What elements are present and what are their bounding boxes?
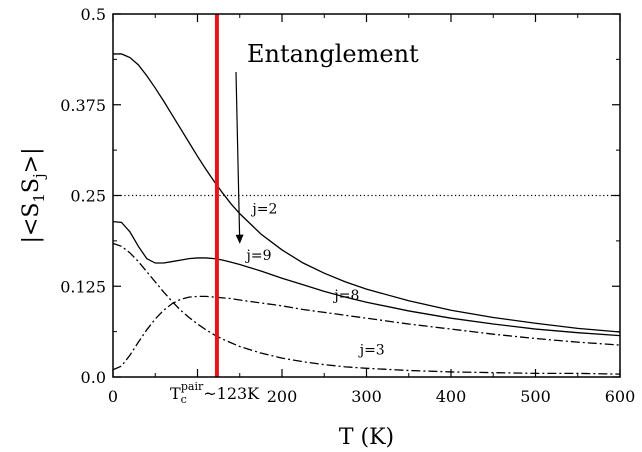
tc-label-sup: pair xyxy=(181,380,204,393)
y-tick-label: 0.375 xyxy=(60,96,106,115)
x-tick-label: 600 xyxy=(605,387,636,406)
axes: 0 200 300 400 500 600 0.0 0.125 0.25 0.375 0.5 xyxy=(60,5,635,406)
series-label-j8: j=8 xyxy=(332,288,359,304)
series-line-j8 xyxy=(112,295,621,371)
annotation-arrow xyxy=(235,71,244,244)
y-axis-label: |<S1Sj>| xyxy=(19,147,48,243)
series-label-j9: j=9 xyxy=(245,248,272,264)
y-axis-label-mid: S xyxy=(19,178,44,193)
critical-temperature-label: Tcpair~123K xyxy=(170,380,260,406)
x-axis-label: T (K) xyxy=(339,425,394,450)
series-label-j3: j=3 xyxy=(358,342,385,358)
tc-label-sub: c xyxy=(181,393,187,406)
x-tick-label: 500 xyxy=(520,387,551,406)
x-tick-label: 400 xyxy=(436,387,467,406)
series-line-j3 xyxy=(112,242,621,375)
tc-label-main: T xyxy=(170,384,181,403)
y-tick-label: 0.25 xyxy=(70,187,106,206)
y-axis-label-main: |<S xyxy=(19,203,44,244)
series-line-j2 xyxy=(113,53,621,333)
tc-label-rest: ~123K xyxy=(203,384,260,403)
x-tick-label: 200 xyxy=(267,387,298,406)
y-tick-label: 0.0 xyxy=(81,368,106,387)
y-axis-label-sub2: j xyxy=(30,173,48,180)
entanglement-annotation: Entanglement xyxy=(247,40,419,68)
x-tick-label: 300 xyxy=(351,387,382,406)
y-tick-label: 0.5 xyxy=(81,5,106,24)
y-tick-label: 0.125 xyxy=(60,277,106,296)
x-tick-label: 0 xyxy=(108,387,118,406)
series-line-j9 xyxy=(112,220,621,337)
plot-area: j=2 j=9 j=8 j=3 xyxy=(112,14,621,377)
series-label-j2: j=2 xyxy=(250,202,277,218)
y-axis-label-end: >| xyxy=(19,147,44,173)
y-axis-label-sub1: 1 xyxy=(30,193,48,203)
